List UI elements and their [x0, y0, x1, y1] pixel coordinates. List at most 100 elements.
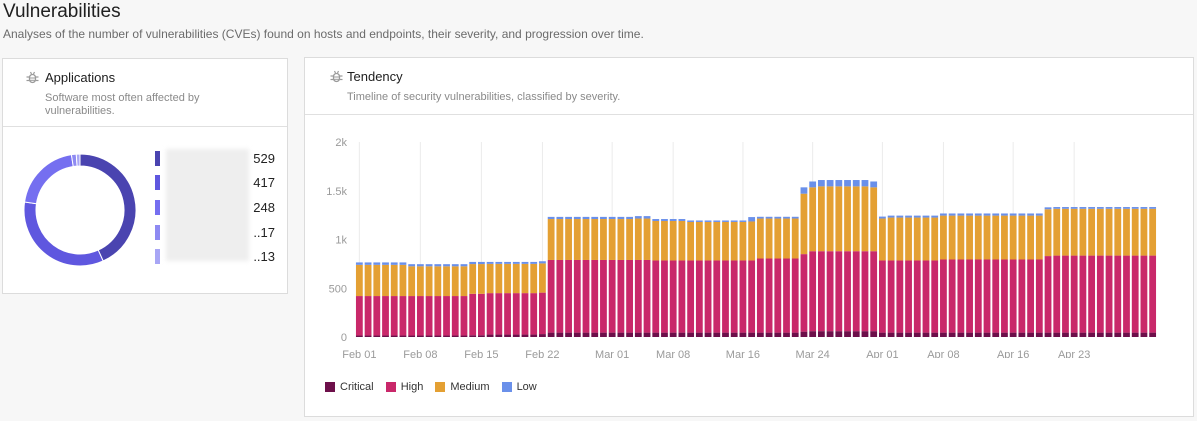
bar-stack[interactable]	[652, 219, 660, 337]
bar-stack[interactable]	[617, 216, 625, 337]
bar-stack[interactable]	[556, 216, 564, 337]
bar-stack[interactable]	[896, 215, 904, 337]
bar-stack[interactable]	[521, 261, 529, 337]
bar-stack[interactable]	[669, 219, 677, 337]
bar-stack[interactable]	[1062, 207, 1069, 337]
bar-stack[interactable]	[844, 180, 851, 337]
bar-stack[interactable]	[905, 215, 912, 337]
bar-stack[interactable]	[486, 261, 494, 337]
bar-stack[interactable]	[1096, 207, 1104, 337]
bar-stack[interactable]	[1044, 207, 1052, 337]
bar-stack[interactable]	[416, 264, 424, 337]
bar-stack[interactable]	[730, 220, 738, 337]
bar-stack[interactable]	[1009, 213, 1017, 337]
bar-stack[interactable]	[1088, 207, 1096, 337]
bar-stack[interactable]	[495, 261, 503, 337]
donut-slice[interactable]	[23, 201, 104, 267]
bar-stack[interactable]	[687, 220, 695, 337]
bar-stack[interactable]	[1070, 207, 1078, 337]
bar-stack[interactable]	[573, 216, 581, 337]
bar-stack[interactable]	[704, 220, 712, 337]
bar-stack[interactable]	[1001, 213, 1008, 337]
bar-stack[interactable]	[390, 262, 398, 337]
bar-stack[interactable]	[1027, 213, 1034, 337]
bar-stack[interactable]	[355, 262, 363, 337]
bar-stack[interactable]	[399, 262, 407, 337]
bar-stack[interactable]	[626, 216, 633, 337]
bar-stack[interactable]	[783, 216, 790, 337]
app-legend-item[interactable]: ..17	[155, 223, 275, 243]
bar-stack[interactable]	[634, 216, 642, 337]
app-legend-item[interactable]: ..13	[155, 247, 275, 267]
bar-stack[interactable]	[852, 180, 860, 337]
bar-stack[interactable]	[443, 264, 450, 337]
bar-stack[interactable]	[1149, 207, 1157, 337]
bar-stack[interactable]	[756, 216, 764, 337]
bar-stack[interactable]	[870, 181, 878, 337]
legend-item-high[interactable]: High	[385, 381, 423, 393]
bar-stack[interactable]	[957, 213, 965, 337]
bar-stack[interactable]	[547, 216, 555, 337]
bar-stack[interactable]	[1131, 207, 1139, 337]
bar-stack[interactable]	[469, 261, 477, 337]
bar-stack[interactable]	[948, 213, 956, 337]
bar-stack[interactable]	[530, 261, 538, 337]
bar-stack[interactable]	[582, 216, 590, 337]
bar-stack[interactable]	[974, 213, 982, 337]
bar-stack[interactable]	[460, 264, 468, 337]
bar-stack[interactable]	[643, 216, 651, 337]
donut-slice[interactable]	[24, 154, 74, 205]
bar-stack[interactable]	[695, 220, 703, 337]
bar-stack[interactable]	[1140, 207, 1148, 337]
bar-stack[interactable]	[774, 216, 782, 337]
bar-stack[interactable]	[1123, 207, 1130, 337]
bar-stack[interactable]	[408, 264, 416, 337]
bar-stack[interactable]	[713, 220, 721, 337]
donut-slice[interactable]	[79, 153, 137, 262]
app-legend-item[interactable]: 417	[155, 173, 275, 193]
bar-stack[interactable]	[1114, 207, 1122, 337]
bar-stack[interactable]	[1105, 207, 1113, 337]
bar-stack[interactable]	[478, 261, 485, 337]
bar-stack[interactable]	[922, 215, 930, 337]
app-legend-item[interactable]: 529	[155, 149, 275, 169]
legend-item-medium[interactable]: Medium	[435, 381, 490, 393]
bar-stack[interactable]	[1079, 207, 1087, 337]
bar-stack[interactable]	[835, 180, 843, 337]
bar-stack[interactable]	[809, 181, 817, 337]
bar-stack[interactable]	[887, 215, 895, 337]
bar-stack[interactable]	[800, 187, 808, 337]
bar-stack[interactable]	[451, 264, 459, 337]
bar-stack[interactable]	[373, 262, 381, 337]
bar-stack[interactable]	[817, 180, 825, 337]
bar-stack[interactable]	[940, 213, 947, 337]
bar-stack[interactable]	[879, 216, 886, 337]
app-legend-item[interactable]: 248	[155, 198, 275, 218]
legend-item-critical[interactable]: Critical	[325, 381, 374, 393]
bar-stack[interactable]	[913, 215, 921, 337]
legend-item-low[interactable]: Low	[501, 381, 537, 393]
bar-stack[interactable]	[678, 219, 686, 337]
bar-stack[interactable]	[791, 216, 799, 337]
bar-stack[interactable]	[1035, 213, 1043, 337]
bar-stack[interactable]	[861, 180, 869, 337]
bar-stack[interactable]	[434, 264, 442, 337]
donut-slice[interactable]	[75, 153, 81, 167]
bar-stack[interactable]	[382, 262, 389, 337]
bar-stack[interactable]	[591, 216, 599, 337]
bar-stack[interactable]	[600, 216, 607, 337]
bar-stack[interactable]	[425, 264, 433, 337]
bar-stack[interactable]	[748, 217, 756, 337]
bar-stack[interactable]	[539, 261, 546, 337]
bar-stack[interactable]	[608, 216, 616, 337]
bar-stack[interactable]	[512, 261, 520, 337]
bar-stack[interactable]	[661, 219, 668, 337]
bar-stack[interactable]	[931, 215, 939, 337]
bar-stack[interactable]	[565, 216, 572, 337]
bar-stack[interactable]	[739, 220, 747, 337]
bar-stack[interactable]	[992, 213, 1000, 337]
bar-stack[interactable]	[966, 213, 973, 337]
bar-stack[interactable]	[364, 262, 372, 337]
bar-stack[interactable]	[1018, 213, 1026, 337]
bar-stack[interactable]	[1053, 207, 1061, 337]
